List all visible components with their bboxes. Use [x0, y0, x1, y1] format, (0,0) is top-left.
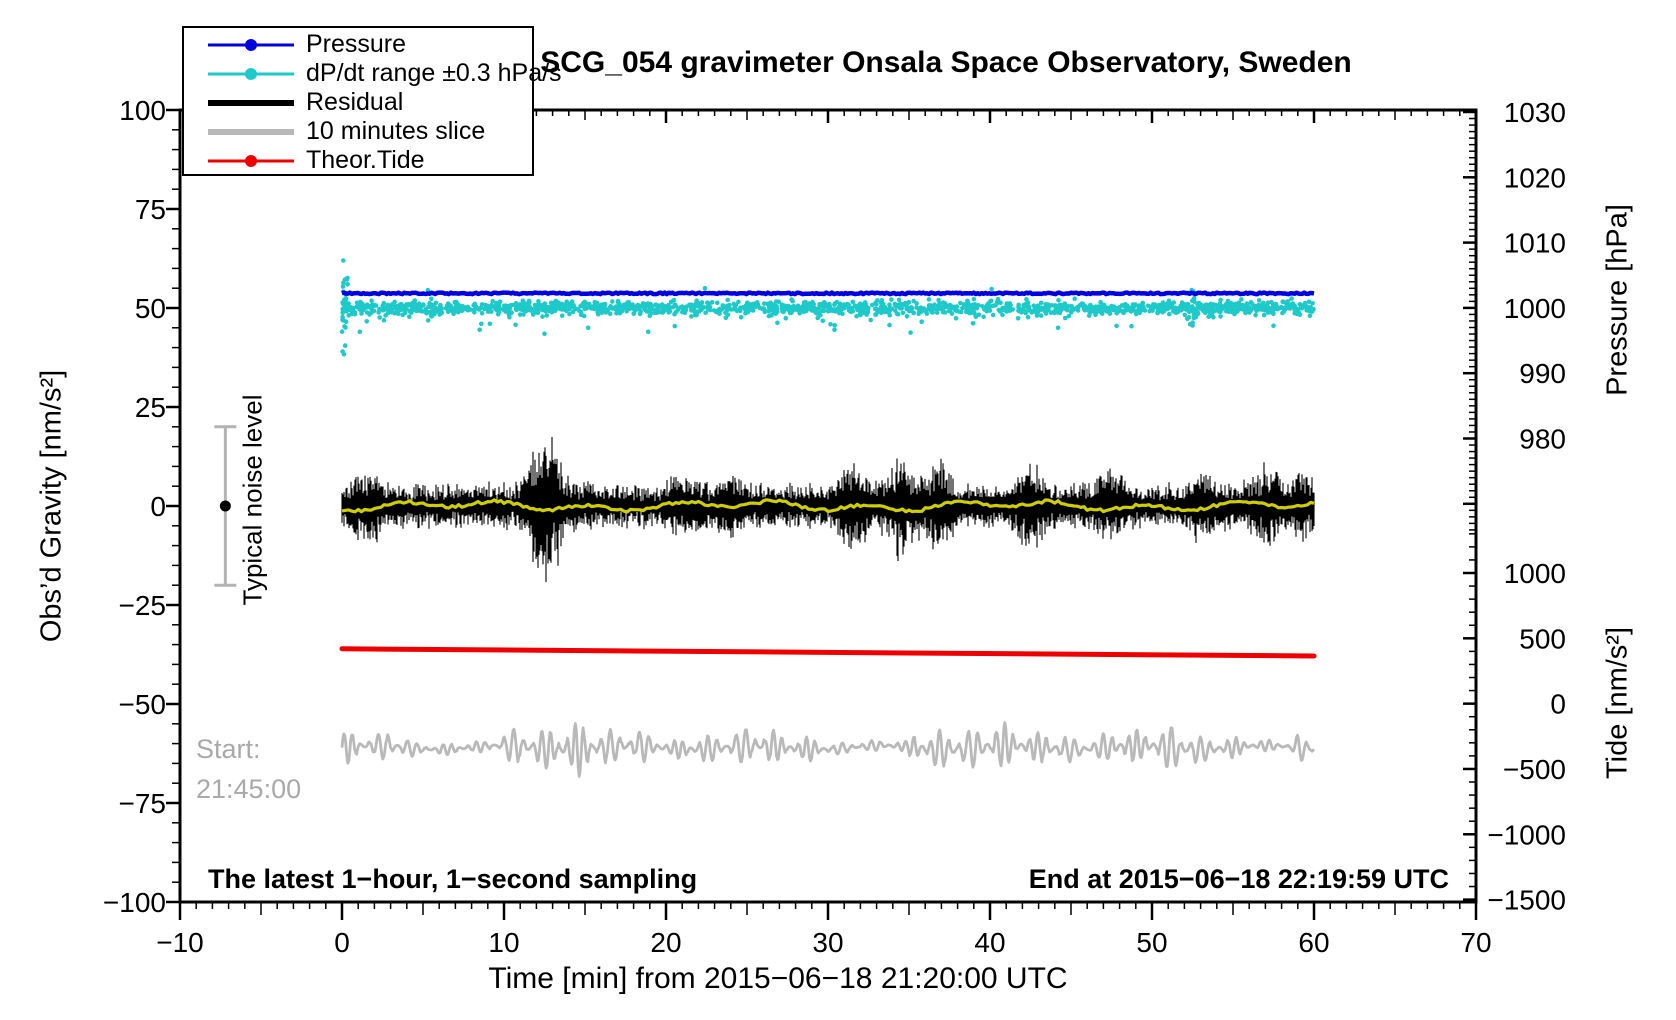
svg-text:1000: 1000: [1504, 293, 1566, 324]
x-axis-title: Time [min] from 2015−06−18 21:20:00 UTC: [488, 962, 1068, 995]
series-dpdt-range: [339, 258, 1316, 357]
svg-text:−100: −100: [103, 887, 166, 918]
legend-item-theor-tide: Theor.Tide: [184, 146, 532, 175]
dpdt-line-dot-swatch: [208, 59, 294, 88]
svg-text:−1500: −1500: [1487, 885, 1566, 916]
end-time-note: End at 2015−06−18 22:19:59 UTC: [1028, 864, 1449, 894]
y-left-tick-labels: 100 75 50 25 0 −25 −50 −75 −100: [103, 95, 166, 918]
svg-text:1010: 1010: [1504, 228, 1566, 259]
pressure-line-dot-swatch: [208, 30, 294, 59]
legend-item-pressure: Pressure: [184, 30, 532, 59]
slice-line-swatch: [208, 117, 294, 146]
series-pressure: [341, 290, 1315, 297]
residual-line-swatch: [208, 88, 294, 117]
svg-text:1030: 1030: [1504, 97, 1566, 128]
svg-text:990: 990: [1519, 358, 1566, 389]
svg-text:0: 0: [150, 491, 166, 522]
svg-text:0: 0: [334, 927, 350, 958]
svg-text:25: 25: [135, 392, 166, 423]
legend-item-dpdt-range: dP/dt range ±0.3 hPa/s: [184, 59, 562, 88]
svg-text:50: 50: [135, 293, 166, 324]
svg-text:−500: −500: [1503, 754, 1566, 785]
legend-label: 10 minutes slice: [306, 117, 486, 145]
tide-axis-title: Tide [nm/s²]: [1601, 626, 1634, 780]
svg-text:75: 75: [135, 194, 166, 225]
legend: Pressure dP/dt range ±0.3 hPa/s Residual…: [182, 26, 562, 176]
noise-errorbar: [214, 425, 237, 587]
tide-tick-labels: 1000 500 0 −500 −1000 −1500: [1487, 558, 1566, 916]
svg-text:−1000: −1000: [1487, 819, 1566, 850]
svg-text:1000: 1000: [1504, 558, 1566, 589]
legend-label: dP/dt range ±0.3 hPa/s: [306, 59, 562, 87]
svg-text:−25: −25: [119, 590, 167, 621]
svg-text:980: 980: [1519, 424, 1566, 455]
chart-title: SCG_054 gravimeter Onsala Space Observat…: [540, 46, 1352, 79]
svg-text:0: 0: [1550, 689, 1566, 720]
sampling-note: The latest 1−hour, 1−second sampling: [208, 864, 698, 894]
legend-label: Pressure: [306, 30, 407, 58]
series-residual-smoothed: [341, 498, 1315, 514]
series-10-minutes-slice: [340, 721, 1316, 778]
pressure-axis-title: Pressure [hPa]: [1601, 204, 1634, 396]
svg-text:60: 60: [1298, 927, 1329, 958]
svg-text:30: 30: [812, 927, 843, 958]
start-time-label-line2: 21:45:00: [196, 774, 302, 804]
legend-label: Theor.Tide: [306, 146, 425, 174]
series-theor-tide: [339, 646, 1317, 659]
svg-text:−50: −50: [119, 689, 167, 720]
svg-text:10: 10: [488, 927, 519, 958]
svg-text:500: 500: [1519, 623, 1566, 654]
pressure-tick-labels: 1030 1020 1010 1000 990 980: [1504, 97, 1566, 455]
legend-item-10-minutes-slice: 10 minutes slice: [184, 117, 532, 146]
svg-text:70: 70: [1460, 927, 1491, 958]
typical-noise-level-label: Typical noise level: [237, 394, 268, 606]
svg-text:1020: 1020: [1504, 162, 1566, 193]
x-axis-tick-labels: −10 0 10 20 30 40 50 60 70: [156, 927, 1491, 958]
svg-text:−75: −75: [119, 788, 167, 819]
theor-tide-line-dot-swatch: [208, 146, 294, 175]
svg-text:50: 50: [1136, 927, 1167, 958]
legend-label: Residual: [306, 88, 404, 116]
legend-item-residual: Residual: [184, 88, 532, 117]
y-left-axis-title: Obs’d Gravity [nm/s²]: [35, 369, 68, 643]
svg-text:−10: −10: [156, 927, 204, 958]
svg-text:20: 20: [650, 927, 681, 958]
start-time-label-line1: Start:: [196, 734, 261, 764]
svg-text:100: 100: [119, 95, 166, 126]
svg-text:40: 40: [974, 927, 1005, 958]
